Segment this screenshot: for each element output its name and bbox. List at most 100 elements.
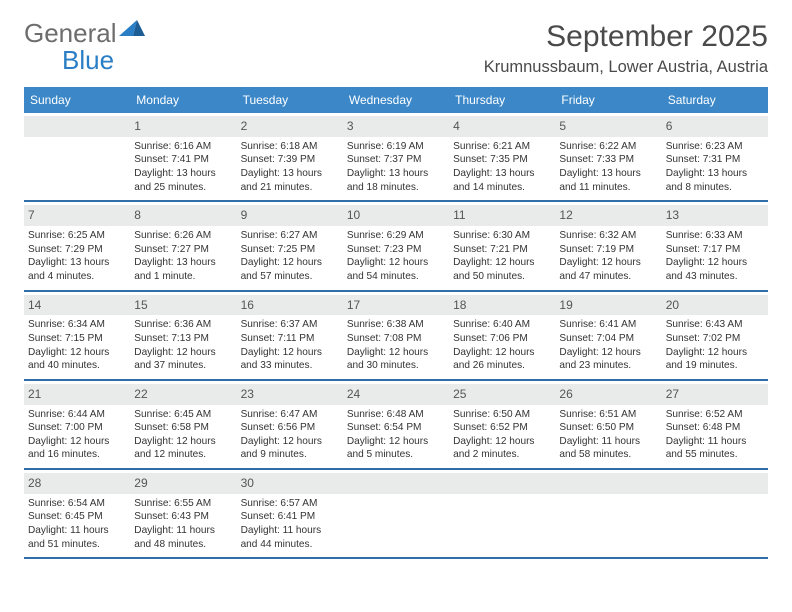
day-number-row: 26 [555,384,661,405]
day-number-row [24,116,130,137]
day-number-row: 28 [24,473,130,494]
day-number: 1 [134,119,141,133]
daylight-text: Daylight: 12 hours and 5 minutes. [347,435,445,462]
sunset-text: Sunset: 7:08 PM [347,332,445,346]
daylight-text: Daylight: 12 hours and 23 minutes. [559,346,657,373]
day-number: 12 [559,208,572,222]
sunset-text: Sunset: 7:23 PM [347,243,445,257]
daylight-text: Daylight: 11 hours and 44 minutes. [241,524,339,551]
day-info: Sunrise: 6:40 AMSunset: 7:06 PMDaylight:… [453,318,551,373]
day-cell-1: 1 Sunrise: 6:16 AMSunset: 7:41 PMDaylight… [130,113,236,200]
day-cell-17: 17Sunrise: 6:38 AMSunset: 7:08 PMDayligh… [343,292,449,379]
day-info: Sunrise: 6:29 AMSunset: 7:23 PMDaylight:… [347,229,445,284]
sunset-text: Sunset: 7:15 PM [28,332,126,346]
day-number: 4 [453,119,460,133]
logo-triangle-icon [119,20,145,40]
logo-word-1: General [24,18,117,48]
day-number-row: 30 [237,473,343,494]
day-info: Sunrise: 6:25 AMSunset: 7:29 PMDaylight:… [28,229,126,284]
calendar-grid: SundayMondayTuesdayWednesdayThursdayFrid… [24,87,768,559]
day-info: Sunrise: 6:55 AMSunset: 6:43 PMDaylight:… [134,497,232,552]
day-number-row: 8 [130,205,236,226]
sunrise-text: Sunrise: 6:27 AM [241,229,339,243]
day-number-row: 27 [662,384,768,405]
day-number: 9 [241,208,248,222]
day-number [28,119,31,133]
day-number: 21 [28,387,41,401]
day-info: Sunrise: 6:52 AMSunset: 6:48 PMDaylight:… [666,408,764,463]
day-info: Sunrise: 6:47 AMSunset: 6:56 PMDaylight:… [241,408,339,463]
daylight-text: Daylight: 12 hours and 37 minutes. [134,346,232,373]
day-number-row: 10 [343,205,449,226]
sunrise-text: Sunrise: 6:23 AM [666,140,764,154]
sunset-text: Sunset: 6:43 PM [134,510,232,524]
day-info: Sunrise: 6:50 AMSunset: 6:52 PMDaylight:… [453,408,551,463]
day-number: 25 [453,387,466,401]
sunrise-text: Sunrise: 6:38 AM [347,318,445,332]
day-info: Sunrise: 6:38 AMSunset: 7:08 PMDaylight:… [347,318,445,373]
sunset-text: Sunset: 6:45 PM [28,510,126,524]
day-cell-18: 18 Sunrise: 6:40 AMSunset: 7:06 PMDayligh… [449,292,555,379]
day-cell-11: 11Sunrise: 6:30 AMSunset: 7:21 PMDayligh… [449,202,555,289]
day-info: Sunrise: 6:36 AMSunset: 7:13 PMDaylight:… [134,318,232,373]
sunset-text: Sunset: 6:48 PM [666,421,764,435]
day-cell-19: 19Sunrise: 6:41 AMSunset: 7:04 PMDayligh… [555,292,661,379]
sunrise-text: Sunrise: 6:47 AM [241,408,339,422]
day-cell-13: 13Sunrise: 6:33 AMSunset: 7:17 PMDayligh… [662,202,768,289]
day-number: 27 [666,387,679,401]
day-number: 30 [241,476,254,490]
daylight-text: Daylight: 11 hours and 55 minutes. [666,435,764,462]
sunrise-text: Sunrise: 6:36 AM [134,318,232,332]
sunrise-text: Sunrise: 6:30 AM [453,229,551,243]
daylight-text: Daylight: 13 hours and 18 minutes. [347,167,445,194]
day-info: Sunrise: 6:45 AMSunset: 6:58 PMDaylight:… [134,408,232,463]
sunset-text: Sunset: 6:58 PM [134,421,232,435]
week-row: 1 Sunrise: 6:16 AMSunset: 7:41 PMDaylight… [24,113,768,202]
dow-header-thursday: Thursday [449,87,555,113]
day-number [666,476,669,490]
sunset-text: Sunset: 7:06 PM [453,332,551,346]
day-cell-30: 30Sunrise: 6:57 AMSunset: 6:41 PMDayligh… [237,470,343,557]
day-number-row: 23 [237,384,343,405]
day-cell-10: 10 Sunrise: 6:29 AMSunset: 7:23 PMDayligh… [343,202,449,289]
week-row: 7Sunrise: 6:25 AMSunset: 7:29 PMDaylight… [24,202,768,291]
day-info: Sunrise: 6:43 AMSunset: 7:02 PMDaylight:… [666,318,764,373]
day-info: Sunrise: 6:37 AMSunset: 7:11 PMDaylight:… [241,318,339,373]
day-number: 18 [453,298,466,312]
day-cell-3: 3Sunrise: 6:19 AMSunset: 7:37 PMDaylight… [343,113,449,200]
daylight-text: Daylight: 12 hours and 19 minutes. [666,346,764,373]
day-info: Sunrise: 6:34 AMSunset: 7:15 PMDaylight:… [28,318,126,373]
day-number-row: 21 [24,384,130,405]
sunset-text: Sunset: 7:35 PM [453,153,551,167]
header: General Blue September 2025 Krumnussbaum… [24,20,768,77]
day-number: 8 [134,208,141,222]
day-cell-21: 21 Sunrise: 6:44 AMSunset: 7:00 PMDayligh… [24,381,130,468]
daylight-text: Daylight: 12 hours and 9 minutes. [241,435,339,462]
daylight-text: Daylight: 11 hours and 51 minutes. [28,524,126,551]
day-number-row: 6 [662,116,768,137]
dow-header-tuesday: Tuesday [237,87,343,113]
daylight-text: Daylight: 11 hours and 48 minutes. [134,524,232,551]
day-number-row [555,473,661,494]
day-number-row: 17 [343,295,449,316]
day-cell-empty [449,470,555,557]
day-number: 13 [666,208,679,222]
sunrise-text: Sunrise: 6:44 AM [28,408,126,422]
daylight-text: Daylight: 13 hours and 8 minutes. [666,167,764,194]
day-number: 2 [241,119,248,133]
sunrise-text: Sunrise: 6:37 AM [241,318,339,332]
day-info: Sunrise: 6:22 AMSunset: 7:33 PMDaylight:… [559,140,657,195]
day-info: Sunrise: 6:16 AMSunset: 7:41 PMDaylight:… [134,140,232,195]
sunrise-text: Sunrise: 6:32 AM [559,229,657,243]
day-cell-20: 20Sunrise: 6:43 AMSunset: 7:02 PMDayligh… [662,292,768,379]
daylight-text: Daylight: 12 hours and 54 minutes. [347,256,445,283]
day-number-row: 29 [130,473,236,494]
day-info: Sunrise: 6:19 AMSunset: 7:37 PMDaylight:… [347,140,445,195]
sunset-text: Sunset: 7:39 PM [241,153,339,167]
sunrise-text: Sunrise: 6:57 AM [241,497,339,511]
day-info: Sunrise: 6:44 AMSunset: 7:00 PMDaylight:… [28,408,126,463]
daylight-text: Daylight: 12 hours and 2 minutes. [453,435,551,462]
day-number: 6 [666,119,673,133]
sunset-text: Sunset: 7:04 PM [559,332,657,346]
month-title: September 2025 [484,20,768,54]
